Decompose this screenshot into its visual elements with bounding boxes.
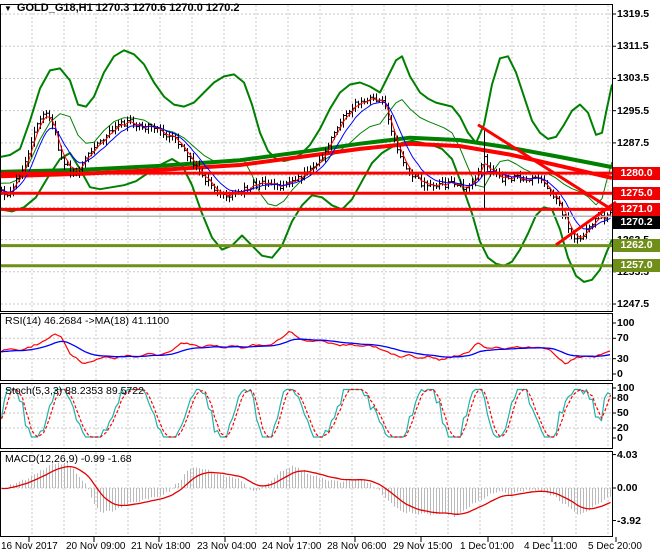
current-price-badge: 1270.2 [613, 216, 660, 230]
stoch-tick-label: 50 [617, 407, 629, 419]
chevron-down-icon[interactable]: ▼ [4, 3, 12, 13]
price-tick-label: 1303.5 [617, 72, 650, 85]
stoch-tick-label: 100 [617, 382, 635, 394]
time-axis-label: 16 Nov 2017 [1, 541, 58, 552]
price-tick-label: 1295.5 [617, 104, 650, 117]
time-axis-label: 29 Nov 15:00 [393, 541, 453, 552]
support-price-badge: 1257.0 [613, 259, 660, 273]
time-axis-label: 28 Nov 06:00 [327, 541, 387, 552]
time-axis-label: 1 Dec 01:00 [460, 541, 514, 552]
stoch-indicator-label: Stoch(5,3,3) 88.2353 89.5722 [5, 385, 144, 397]
rsi-tick-label: 30 [617, 352, 629, 365]
price-tick-label: 1247.5 [617, 298, 650, 311]
symbol-ohlc-label: GOLD_G18,H1 1270.3 1270.6 1270.0 1270.2 [16, 2, 240, 14]
time-axis-label: 4 Dec 11:00 [524, 541, 578, 552]
rsi-tick-label: 0 [617, 368, 623, 380]
rsi-indicator-label: RSI(14) 46.2684 ->MA(18) 41.1100 [5, 315, 170, 327]
macd-tick-label: 4.03 [617, 448, 638, 461]
macd-tick-label: -3.92 [617, 514, 641, 527]
resistance-price-badge: 1280.0 [613, 166, 660, 180]
rsi-tick-label: 70 [617, 332, 629, 345]
macd-tick-label: 0.00 [617, 482, 638, 494]
price-tick-label: 1319.5 [617, 8, 650, 20]
resistance-price-badge: 1271.0 [613, 202, 660, 216]
time-axis-label: 23 Nov 04:00 [197, 541, 257, 552]
stoch-tick-label: 0 [617, 432, 623, 444]
macd-indicator-label: MACD(12,26,9) -0.99 -1.68 [5, 453, 132, 465]
rsi-tick-label: 100 [617, 317, 635, 329]
stoch-tick-label: 80 [617, 392, 629, 404]
price-tick-label: 1311.5 [617, 40, 649, 53]
chart-title: ▼ GOLD_G18,H1 1270.3 1270.6 1270.0 1270.… [4, 2, 240, 14]
support-price-badge: 1262.0 [613, 239, 660, 253]
time-axis-label: 21 Nov 18:00 [131, 541, 191, 552]
time-axis-label: 24 Nov 17:00 [262, 541, 322, 552]
price-tick-label: 1287.5 [617, 136, 650, 149]
resistance-price-badge: 1275.0 [613, 186, 660, 200]
time-axis-label: 20 Nov 09:00 [66, 541, 126, 552]
time-axis-label: 5 Dec 20:00 [588, 541, 642, 552]
stoch-tick-label: 20 [617, 422, 629, 434]
